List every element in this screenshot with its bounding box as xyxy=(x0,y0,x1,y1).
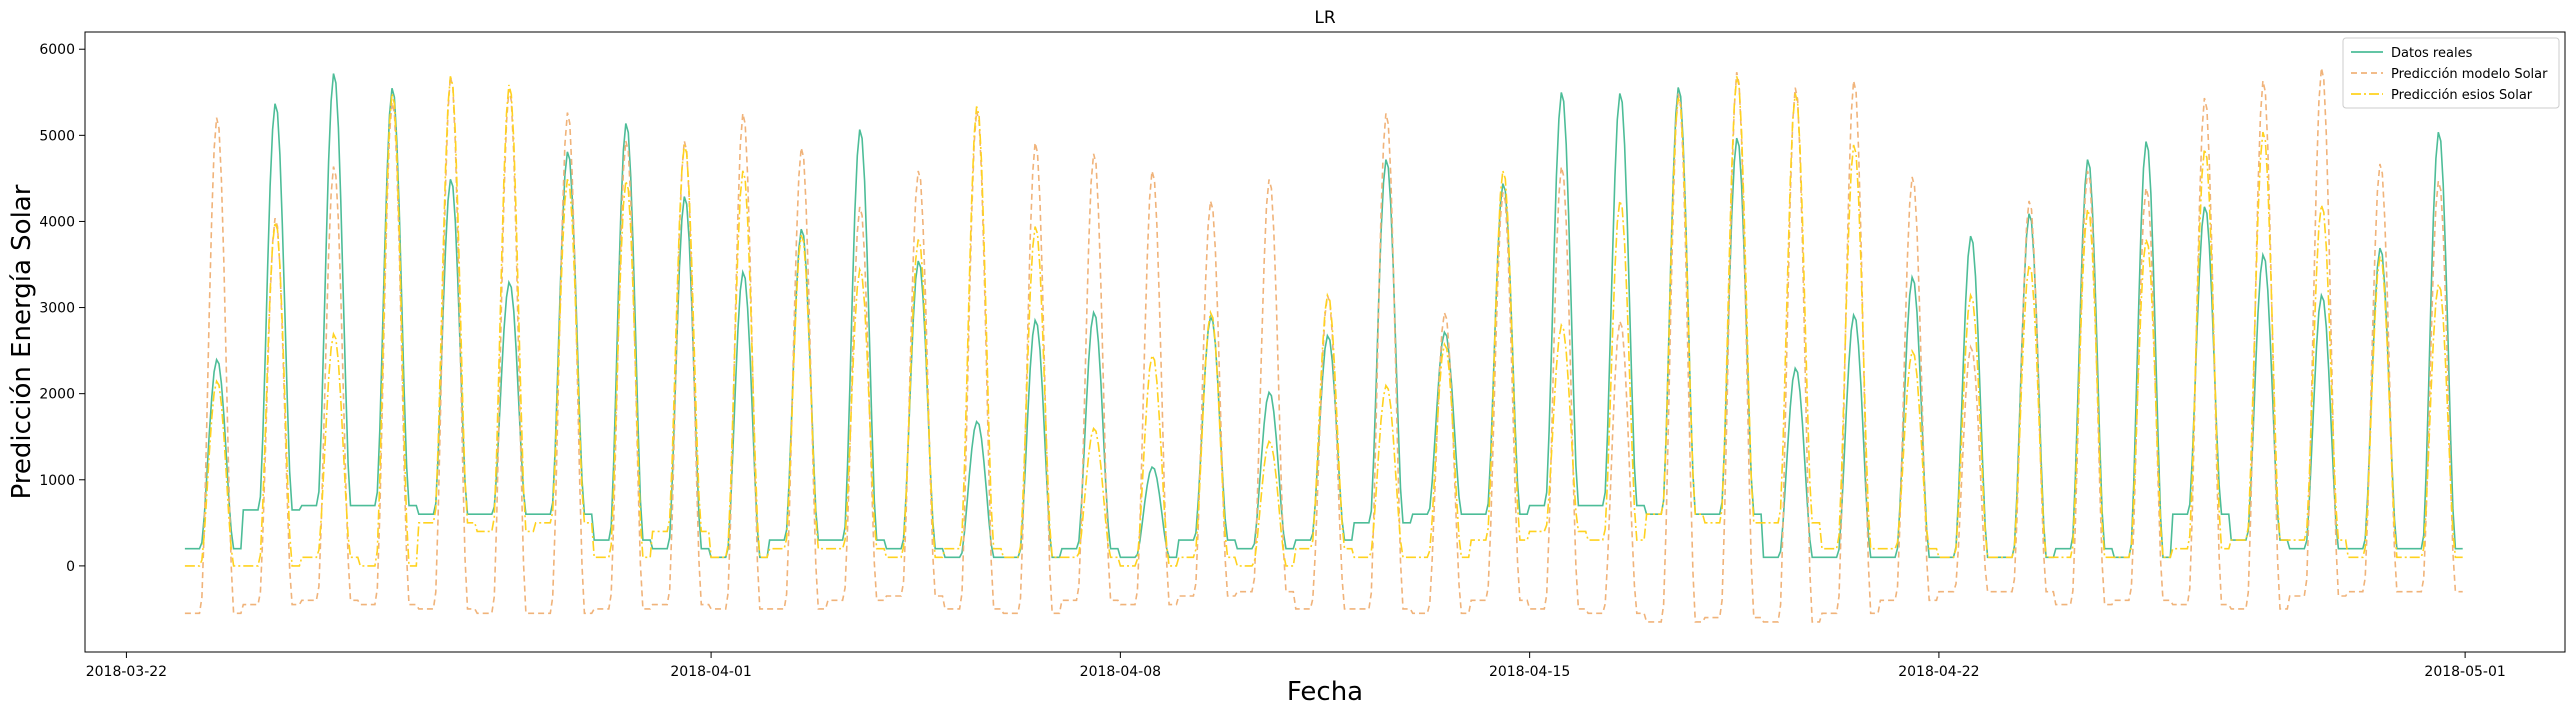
plot-frame xyxy=(84,31,2566,653)
x-tick-label: 2018-05-01 xyxy=(2424,664,2505,680)
x-tick-label: 2018-04-22 xyxy=(1898,664,1979,680)
x-tick-label: 2018-03-22 xyxy=(86,664,167,680)
legend-box xyxy=(2342,37,2560,109)
legend-label-2: Predicción modelo Solar xyxy=(2391,67,2548,82)
x-tick-label: 2018-04-08 xyxy=(1080,664,1161,680)
y-tick-label: 6000 xyxy=(39,42,75,58)
y-tick-label: 3000 xyxy=(39,301,75,317)
plot-background xyxy=(85,32,2565,652)
legend-label-3: Predicción esios Solar xyxy=(2391,88,2533,103)
y-tick-label: 5000 xyxy=(39,128,75,144)
series-line-2 xyxy=(184,67,2463,623)
y-tick-label: 0 xyxy=(66,559,75,575)
x-tick-label: 2018-04-15 xyxy=(1489,664,1570,680)
series-line-3 xyxy=(184,76,2463,567)
y-tick-label: 4000 xyxy=(39,214,75,230)
legend-label-1: Datos reales xyxy=(2391,46,2473,61)
legend: Datos reales Predicción modelo Solar Predi… xyxy=(2342,37,2560,109)
y-axis-label: Predicción Energía Solar xyxy=(7,184,37,499)
chart-title: LR xyxy=(1314,8,1335,28)
x-axis-label: Fecha xyxy=(1287,677,1363,707)
x-tick-label: 2018-04-01 xyxy=(670,664,751,680)
y-tick-label: 1000 xyxy=(39,473,75,489)
y-tick-label: 2000 xyxy=(39,387,75,403)
